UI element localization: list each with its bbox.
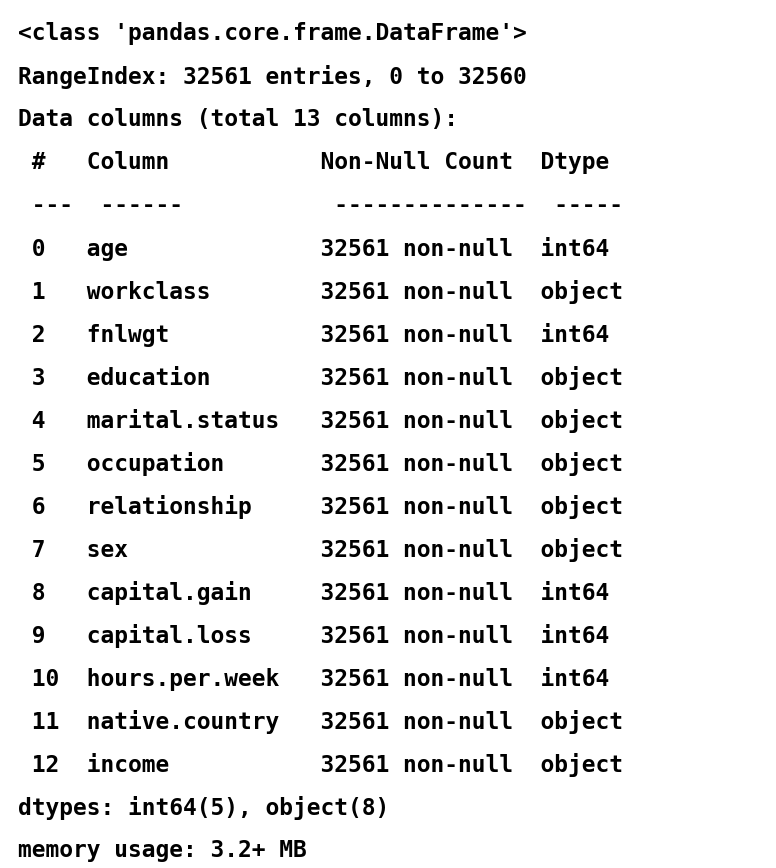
Text: #   Column           Non-Null Count  Dtype: # Column Non-Null Count Dtype [18,151,623,174]
Text: Data columns (total 13 columns):: Data columns (total 13 columns): [18,108,458,131]
Text: 3   education        32561 non-null  object: 3 education 32561 non-null object [18,366,623,390]
Text: 7   sex              32561 non-null  object: 7 sex 32561 non-null object [18,538,623,562]
Text: <class 'pandas.core.frame.DataFrame'>: <class 'pandas.core.frame.DataFrame'> [18,22,527,45]
Text: 8   capital.gain     32561 non-null  int64: 8 capital.gain 32561 non-null int64 [18,581,623,605]
Text: memory usage: 3.2+ MB: memory usage: 3.2+ MB [18,839,307,862]
Text: 11  native.country   32561 non-null  object: 11 native.country 32561 non-null object [18,710,623,734]
Text: 5   occupation       32561 non-null  object: 5 occupation 32561 non-null object [18,452,623,476]
Text: 6   relationship     32561 non-null  object: 6 relationship 32561 non-null object [18,495,623,519]
Text: 1   workclass        32561 non-null  object: 1 workclass 32561 non-null object [18,280,623,304]
Text: 10  hours.per.week   32561 non-null  int64: 10 hours.per.week 32561 non-null int64 [18,667,623,691]
Text: 4   marital.status   32561 non-null  object: 4 marital.status 32561 non-null object [18,409,623,433]
Text: 9   capital.loss     32561 non-null  int64: 9 capital.loss 32561 non-null int64 [18,624,623,648]
Text: ---  ------           --------------  -----: --- ------ -------------- ----- [18,194,637,217]
Text: dtypes: int64(5), object(8): dtypes: int64(5), object(8) [18,796,390,820]
Text: 0   age              32561 non-null  int64: 0 age 32561 non-null int64 [18,237,623,261]
Text: 12  income           32561 non-null  object: 12 income 32561 non-null object [18,753,623,777]
Text: RangeIndex: 32561 entries, 0 to 32560: RangeIndex: 32561 entries, 0 to 32560 [18,65,527,89]
Text: 2   fnlwgt           32561 non-null  int64: 2 fnlwgt 32561 non-null int64 [18,323,623,347]
